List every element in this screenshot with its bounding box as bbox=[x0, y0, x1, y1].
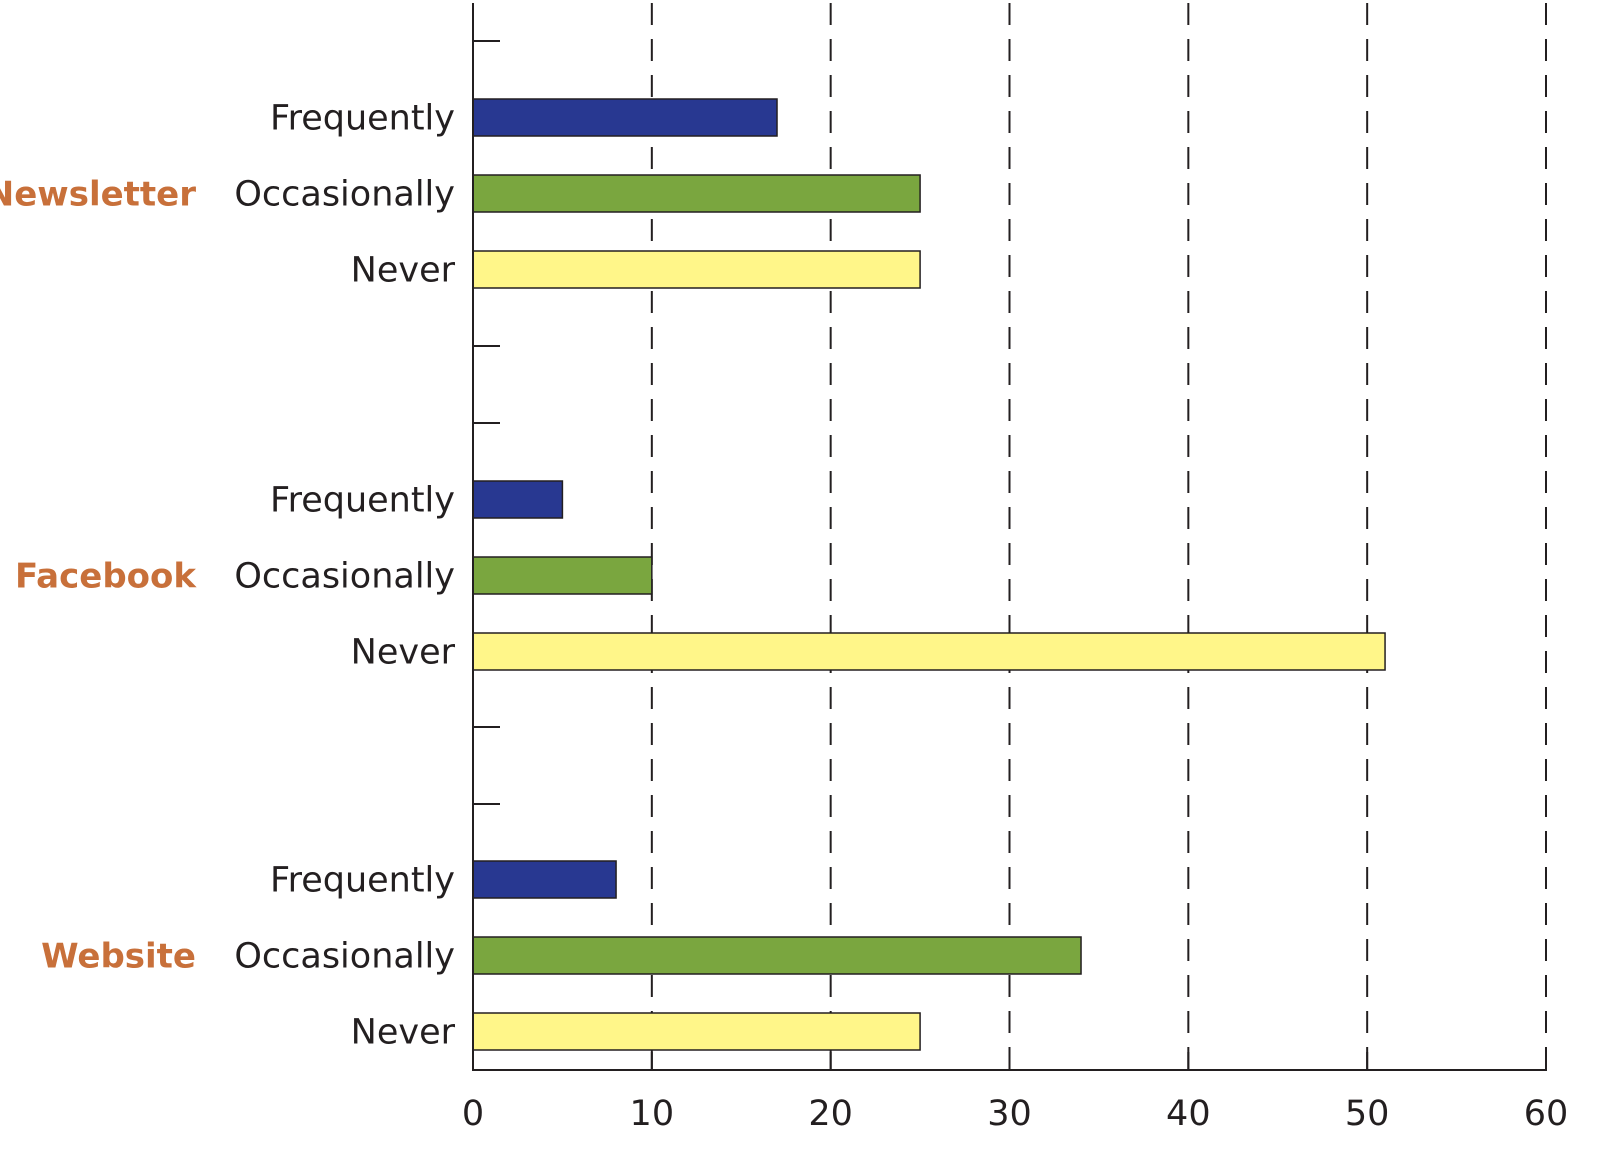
x-tick-label-30: 30 bbox=[987, 1094, 1032, 1134]
grid-lines bbox=[650, 3, 1547, 1070]
group-label-website: Website bbox=[41, 937, 196, 977]
category-label: Occasionally bbox=[234, 557, 455, 597]
bar-website-never bbox=[472, 1012, 921, 1051]
x-tick-label-50: 50 bbox=[1345, 1094, 1390, 1134]
category-label: Frequently bbox=[270, 481, 455, 521]
bar-facebook-frequently bbox=[472, 480, 564, 519]
x-tick-label-20: 20 bbox=[808, 1094, 853, 1134]
group-label-newsletter: Newsletter bbox=[0, 175, 196, 215]
bar-website-occasionally bbox=[472, 936, 1082, 975]
x-tick-label-0: 0 bbox=[462, 1094, 484, 1134]
bar-newsletter-frequently bbox=[472, 98, 778, 137]
category-label: Frequently bbox=[270, 99, 455, 139]
labels: Frequently Occasionally Never Newsletter Fre… bbox=[0, 99, 1568, 1135]
x-tick-label-40: 40 bbox=[1166, 1094, 1211, 1134]
bars bbox=[472, 98, 1386, 1051]
bar-newsletter-occasionally bbox=[472, 174, 921, 213]
bar-website-frequently bbox=[472, 860, 617, 899]
axes bbox=[472, 3, 1547, 1071]
category-label: Never bbox=[351, 1013, 456, 1053]
group-label-facebook: Facebook bbox=[15, 557, 197, 597]
x-tick-label-10: 10 bbox=[630, 1094, 675, 1134]
category-label: Occasionally bbox=[234, 175, 455, 215]
x-tick-label-60: 60 bbox=[1524, 1094, 1569, 1134]
category-label: Never bbox=[351, 633, 456, 673]
category-label: Frequently bbox=[270, 861, 455, 901]
bar-facebook-never bbox=[472, 632, 1386, 671]
bar-newsletter-never bbox=[472, 250, 921, 289]
bar-facebook-occasionally bbox=[472, 556, 653, 595]
category-label: Occasionally bbox=[234, 937, 455, 977]
category-label: Never bbox=[351, 251, 456, 291]
